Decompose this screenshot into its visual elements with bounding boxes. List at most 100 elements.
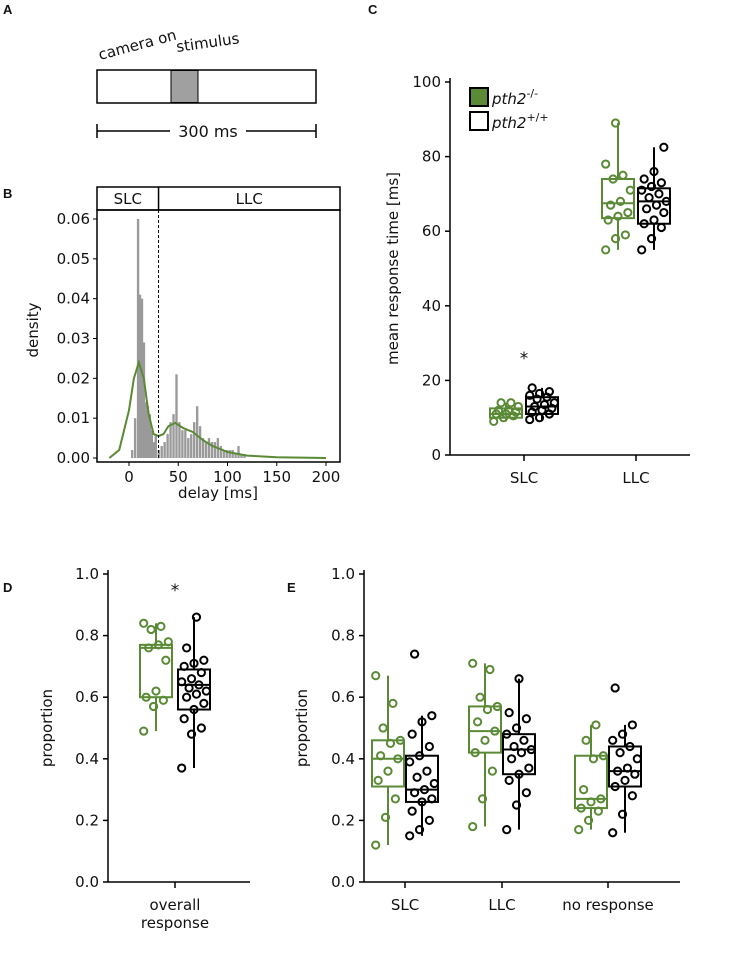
histogram-bar — [193, 422, 196, 458]
panel-d-overall-response: 0.0 0.2 0.4 0.6 0.8 1.0 proportion overallrespo… — [38, 565, 250, 932]
data-point — [654, 189, 664, 199]
data-point — [603, 215, 613, 225]
histogram-bar — [234, 454, 237, 458]
data-point — [393, 754, 403, 764]
x-axis-label: delay [ms] — [178, 484, 258, 502]
data-point — [487, 766, 497, 776]
panel-b-histogram: SLC LLC 0 50 100 150 200 0.00 0.01 0.02 0.03 0.04 0.… — [24, 186, 341, 502]
data-point — [623, 207, 633, 218]
data-point — [378, 723, 388, 733]
data-point — [427, 711, 437, 721]
histogram-bar — [198, 426, 202, 458]
data-point — [506, 398, 516, 408]
data-point — [504, 708, 514, 718]
histogram-bar — [157, 450, 160, 458]
data-point — [410, 649, 420, 659]
data-point — [410, 788, 420, 798]
stimulus-window — [170, 70, 199, 103]
data-point — [144, 643, 154, 653]
data-point — [191, 612, 202, 622]
data-point — [151, 686, 161, 696]
data-point — [492, 701, 502, 712]
data-point — [610, 683, 620, 693]
x-tick-label: SLC — [510, 469, 538, 487]
data-point — [417, 717, 427, 727]
y-tick-label: 40 — [422, 297, 441, 315]
data-point — [383, 766, 393, 776]
data-point — [184, 683, 194, 693]
data-point — [507, 754, 517, 764]
data-point — [610, 234, 621, 244]
data-point — [194, 680, 204, 690]
y-tick-label: 0.03 — [57, 330, 90, 348]
data-point — [182, 643, 192, 653]
y-tick-label: 0.0 — [331, 873, 355, 891]
data-point — [613, 211, 623, 221]
data-point — [475, 692, 485, 702]
x-tick-label: SLC — [391, 896, 419, 914]
data-point — [199, 655, 209, 665]
data-point — [646, 234, 657, 244]
x-tick-label: LLC — [622, 469, 649, 487]
legend-swatch-wildtype — [469, 111, 489, 131]
data-point — [201, 686, 211, 696]
histogram-bar — [231, 450, 234, 458]
data-point — [596, 794, 606, 804]
data-point — [514, 674, 524, 684]
data-point — [519, 735, 529, 745]
region-label: SLC — [114, 190, 142, 208]
data-point — [429, 778, 439, 789]
histogram-bar — [210, 442, 214, 458]
data-point — [544, 386, 554, 397]
data-point — [615, 196, 626, 206]
panel-e-response-types: 0.0 0.2 0.4 0.6 0.8 1.0 proportion SLC LLC no res… — [293, 565, 680, 914]
data-point — [141, 692, 151, 702]
data-point — [583, 815, 594, 826]
y-tick-label: 20 — [422, 371, 441, 389]
histogram-bar — [138, 294, 142, 458]
y-axis-label: density — [24, 302, 42, 357]
y-axis-label: proportion — [293, 689, 311, 767]
histogram-bar — [142, 342, 146, 458]
data-point — [627, 720, 637, 730]
data-point — [385, 738, 396, 749]
panel-label-d: D — [3, 580, 12, 595]
data-point — [395, 735, 405, 745]
y-axis-label: mean response time [ms] — [384, 172, 402, 365]
data-point — [511, 723, 522, 733]
data-point — [412, 772, 422, 782]
data-point — [617, 729, 628, 739]
y-tick-label: 0.04 — [57, 290, 90, 308]
data-point — [156, 621, 166, 631]
y-tick-label: 0.02 — [57, 369, 90, 387]
data-point — [524, 763, 534, 773]
data-point — [617, 809, 628, 819]
data-point — [139, 618, 149, 628]
data-point — [189, 658, 199, 668]
data-point — [659, 207, 669, 218]
data-point — [161, 655, 171, 665]
data-point — [615, 748, 625, 758]
significance-marker: * — [520, 349, 529, 369]
data-point — [649, 166, 659, 177]
data-point — [199, 698, 209, 708]
y-tick-label: 0.6 — [75, 688, 99, 706]
histogram-bar — [240, 454, 243, 458]
histogram-bar — [154, 434, 157, 458]
panel-label-a: A — [3, 2, 13, 17]
data-point — [610, 781, 620, 792]
box — [139, 643, 173, 699]
data-point — [158, 695, 168, 705]
data-point — [146, 624, 156, 635]
data-point — [417, 797, 427, 807]
data-point — [610, 118, 621, 128]
histogram-bar — [166, 434, 169, 458]
data-point — [422, 766, 432, 776]
data-point — [625, 185, 635, 195]
data-point — [424, 741, 434, 752]
data-point — [496, 398, 506, 408]
data-point — [490, 726, 500, 736]
x-tick-label: 100 — [213, 468, 242, 486]
histogram-bar — [133, 418, 137, 458]
